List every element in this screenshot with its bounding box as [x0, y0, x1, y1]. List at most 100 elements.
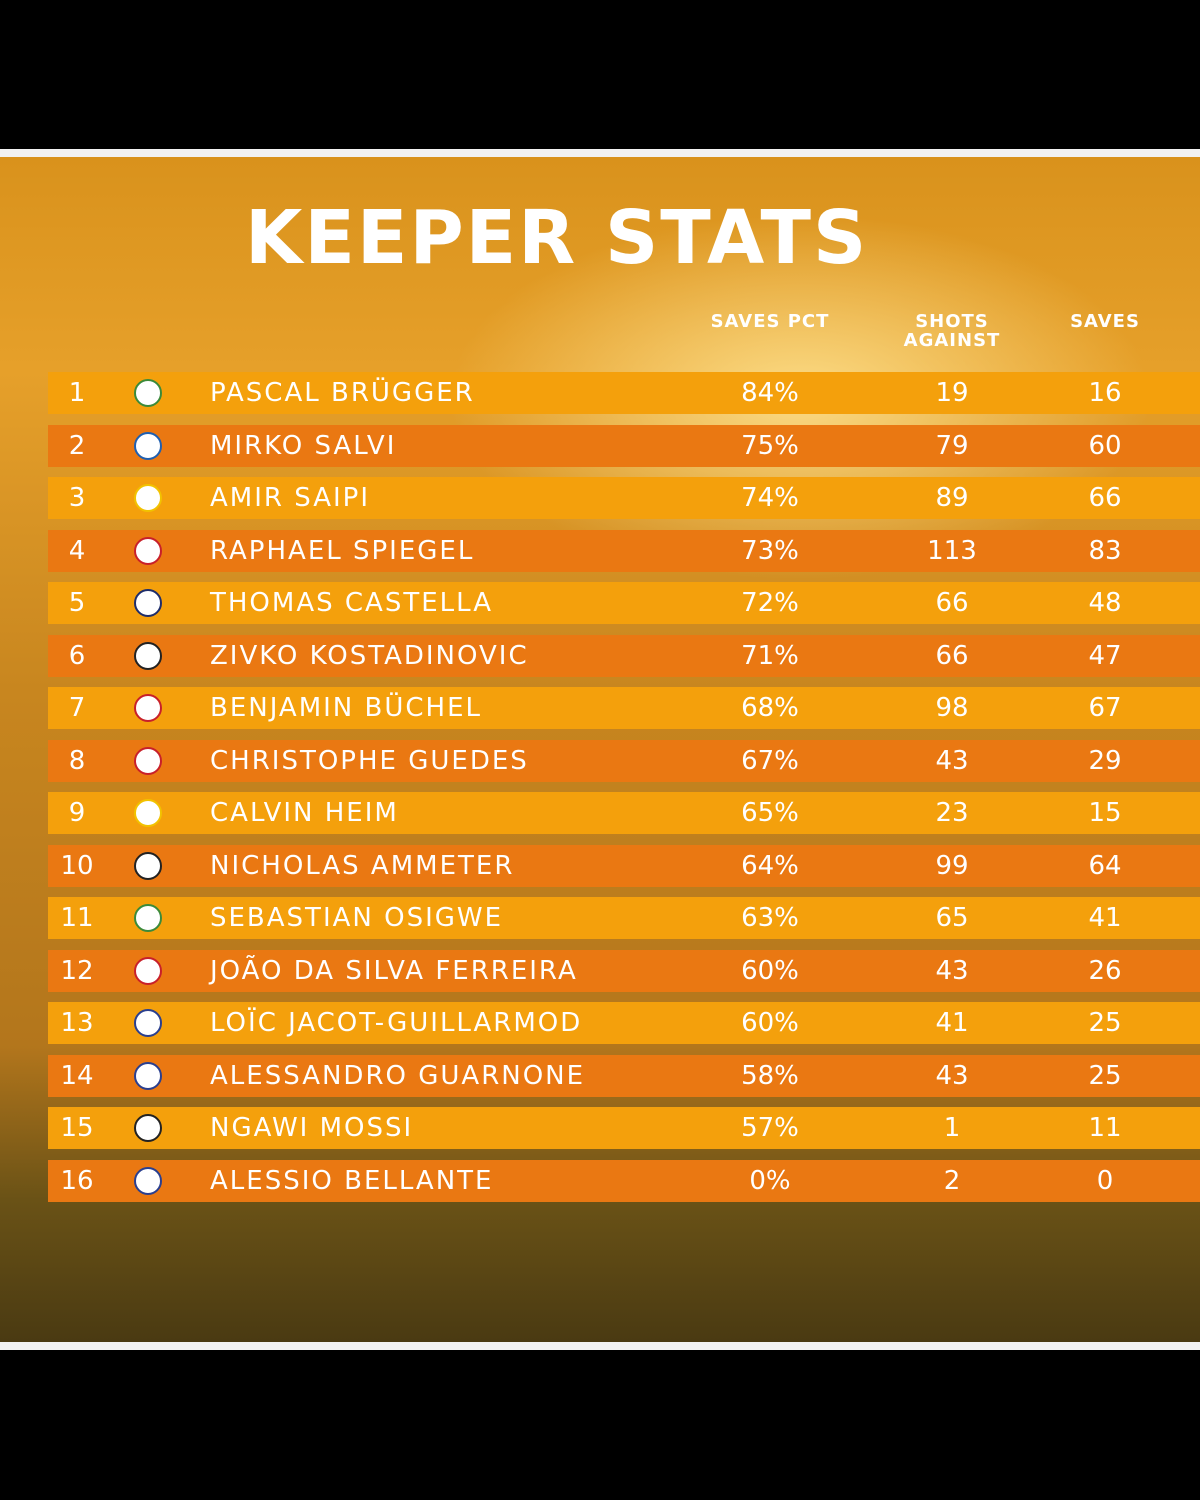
stat-value: 83: [1088, 535, 1122, 566]
team-logo: [134, 641, 162, 670]
player-name: NGAWI MOSSI: [210, 1113, 414, 1143]
player-name: NICHOLAS AMMETER: [210, 850, 515, 881]
stat-value: 60%: [741, 955, 799, 986]
stat-value: 47: [1088, 640, 1122, 671]
table-row: 14 ALESSANDRO GUARNONE 58% 43 25: [48, 1054, 1200, 1097]
stat-value: 0: [1096, 1165, 1114, 1196]
team-logo: [134, 1009, 162, 1037]
rank: 2: [68, 430, 86, 461]
divider: [0, 149, 1200, 157]
stat-value: 43: [935, 1060, 969, 1091]
stat-value: 98: [935, 693, 969, 723]
player-name: AMIR SAIPI: [210, 483, 371, 513]
stat-value: 66: [935, 588, 969, 618]
stat-value: 65: [935, 903, 969, 933]
stat-value: 19: [935, 378, 969, 408]
stat-value: 73%: [741, 535, 799, 566]
team-logo: [134, 484, 162, 512]
rank: 9: [68, 798, 86, 828]
rank: 7: [68, 693, 86, 723]
rank: 8: [68, 745, 86, 776]
table-row: 1 PASCAL BRÜGGER 84% 19 16: [48, 372, 1200, 414]
team-logo: [134, 746, 162, 775]
team-logo: [134, 1061, 162, 1090]
team-logo: [134, 431, 162, 460]
team-logo: [134, 799, 162, 827]
player-name: THOMAS CASTELLA: [210, 588, 493, 618]
team-logo: [134, 379, 162, 407]
rank: 4: [68, 535, 86, 566]
table-row: 2 MIRKO SALVI 75% 79 60: [48, 424, 1200, 467]
stat-value: 72%: [741, 588, 799, 618]
team-logo: [134, 1166, 162, 1195]
stat-value: 63%: [741, 903, 799, 933]
stat-value: 84%: [741, 378, 799, 408]
stat-value: 48: [1088, 588, 1122, 618]
table-row: 6 ZIVKO KOSTADINOVIC 71% 66 47: [48, 634, 1200, 677]
rank: 16: [60, 1165, 94, 1196]
table-row: 13 LOÏC JACOT-GUILLARMOD 60% 41 25: [48, 1002, 1200, 1044]
rank: 6: [68, 640, 86, 671]
table-row: 8 CHRISTOPHE GUEDES 67% 43 29: [48, 739, 1200, 782]
team-logo: [134, 694, 162, 722]
team-logo: [134, 1114, 162, 1142]
stat-value: 89: [935, 483, 969, 513]
team-logo: [134, 589, 162, 617]
player-name: LOÏC JACOT-GUILLARMOD: [210, 1008, 583, 1038]
table-row: 16 ALESSIO BELLANTE 0% 2 0: [48, 1159, 1200, 1202]
stat-value: 23: [935, 798, 969, 828]
team-logo: [134, 851, 162, 880]
stat-value: 15: [1088, 798, 1122, 828]
stat-value: 2: [943, 1165, 961, 1196]
rank: 3: [68, 483, 86, 513]
player-name: SEBASTIAN OSIGWE: [210, 903, 504, 933]
stat-value: 64%: [741, 850, 799, 881]
rank: 11: [60, 903, 94, 933]
stat-value: 64: [1088, 850, 1122, 881]
stat-value: 58%: [741, 1060, 799, 1091]
title: KEEPER STATS: [245, 195, 869, 281]
player-name: CHRISTOPHE GUEDES: [210, 745, 529, 776]
stat-value: 75%: [741, 430, 799, 461]
stat-value: 29: [1088, 745, 1122, 776]
stat-value: 66: [935, 640, 969, 671]
table-row: 10 NICHOLAS AMMETER 64% 99 64: [48, 844, 1200, 887]
stat-value: 79: [935, 430, 969, 461]
stat-value: 65%: [741, 798, 799, 828]
rank: 10: [60, 850, 94, 881]
table-row: 15 NGAWI MOSSI 57% 1 11: [48, 1107, 1200, 1149]
team-logo: [134, 904, 162, 932]
divider: [0, 1342, 1200, 1350]
table-row: 7 BENJAMIN BÜCHEL 68% 98 67: [48, 687, 1200, 729]
stat-value: 16: [1088, 378, 1122, 408]
table-row: 12 JOÃO DA SILVA FERREIRA 60% 43 26: [48, 949, 1200, 992]
stat-value: 41: [935, 1008, 969, 1038]
rank: 15: [60, 1113, 94, 1143]
stat-value: 1: [943, 1113, 961, 1143]
stat-value: 68%: [741, 693, 799, 723]
player-name: RAPHAEL SPIEGEL: [210, 535, 475, 566]
table-row: 5 THOMAS CASTELLA 72% 66 48: [48, 582, 1200, 624]
rank: 1: [68, 378, 86, 408]
stat-value: 99: [935, 850, 969, 881]
stat-value: 25: [1088, 1008, 1122, 1038]
rank: 14: [60, 1060, 94, 1091]
table-row: 3 AMIR SAIPI 74% 89 66: [48, 477, 1200, 519]
player-name: MIRKO SALVI: [210, 430, 397, 461]
stat-value: 60%: [741, 1008, 799, 1038]
column-header: SAVES: [1070, 311, 1140, 332]
stat-value: 66: [1088, 483, 1122, 513]
stat-value: 71%: [741, 640, 799, 671]
stat-value: 74%: [741, 483, 799, 513]
team-logo: [134, 536, 162, 565]
player-name: PASCAL BRÜGGER: [210, 378, 475, 408]
rank: 12: [60, 955, 94, 986]
player-name: BENJAMIN BÜCHEL: [210, 693, 483, 723]
stat-value: 43: [935, 745, 969, 776]
stat-value: 25: [1088, 1060, 1122, 1091]
stat-value: 43: [935, 955, 969, 986]
player-name: ALESSIO BELLANTE: [210, 1165, 494, 1196]
team-logo: [134, 956, 162, 985]
column-header: SAVES PCT: [710, 311, 830, 332]
